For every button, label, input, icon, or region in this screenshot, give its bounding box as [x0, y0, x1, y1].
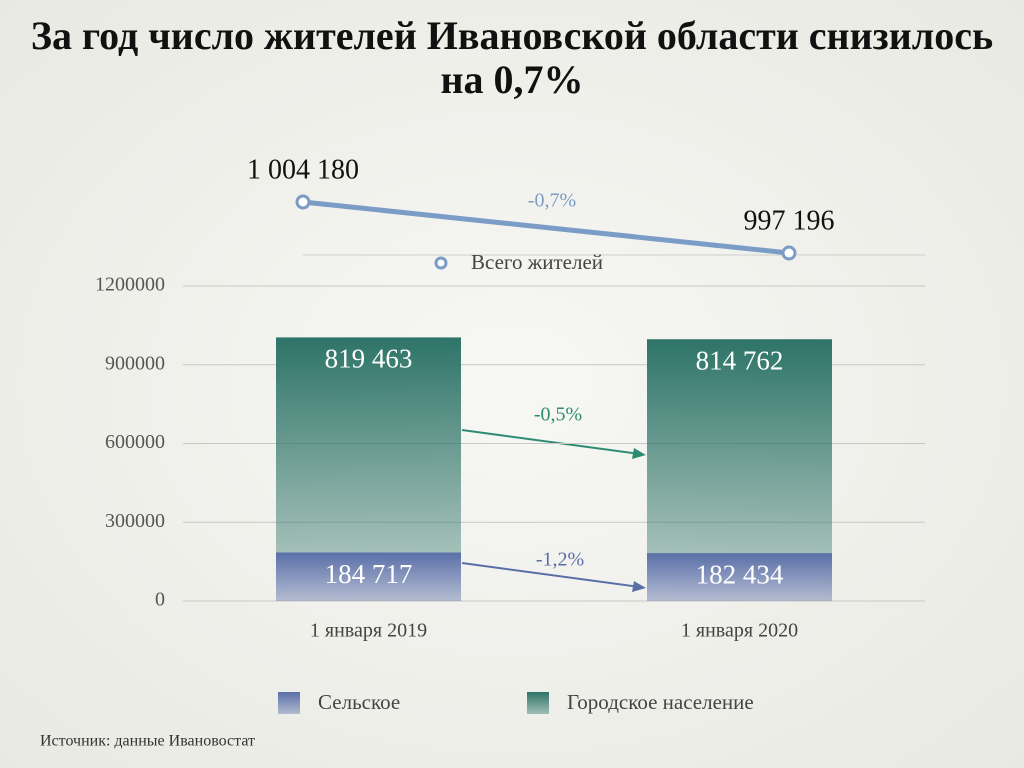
- annotation: -0,5%: [534, 404, 582, 426]
- total-label: 1 004 180: [247, 154, 359, 185]
- chart-title: За год число жителей Ивановской области …: [30, 13, 994, 102]
- y-tick-label: 1200000: [95, 274, 165, 296]
- legend-swatch: [278, 692, 300, 714]
- x-tick-label: 1 января 2019: [310, 620, 427, 642]
- legend-label: Сельское: [318, 690, 400, 714]
- bar-segment: [276, 552, 461, 601]
- total-point: [781, 245, 797, 261]
- total-label: 997 196: [744, 205, 835, 236]
- value-label: 819 463: [325, 344, 413, 374]
- annotation: -1,2%: [536, 549, 584, 571]
- arrow-head: [632, 581, 646, 592]
- arrow-head: [632, 448, 646, 459]
- arrow: [461, 429, 641, 455]
- y-tick-label: 600000: [105, 431, 165, 453]
- value-label: 184 717: [325, 559, 413, 589]
- total-line: [302, 199, 790, 256]
- legend-label: Всего жителей: [471, 250, 603, 274]
- total-point: [295, 194, 311, 210]
- bar-segment: [647, 553, 832, 601]
- bar-segment: [647, 339, 832, 554]
- legend-label: Городское население: [567, 690, 754, 714]
- y-tick-label: 900000: [105, 352, 165, 374]
- value-label: 182 434: [696, 559, 784, 589]
- annotation: -0,7%: [528, 190, 576, 212]
- source: Источник: данные Ивановостат: [40, 733, 255, 750]
- legend-swatch: [527, 692, 549, 714]
- legend-marker: [434, 256, 448, 270]
- arrow: [461, 562, 641, 588]
- x-tick-label: 1 января 2020: [681, 620, 798, 642]
- bar-segment: [276, 337, 461, 553]
- y-tick-label: 300000: [105, 510, 165, 532]
- y-tick-label: 0: [155, 589, 165, 611]
- value-label: 814 762: [696, 345, 784, 375]
